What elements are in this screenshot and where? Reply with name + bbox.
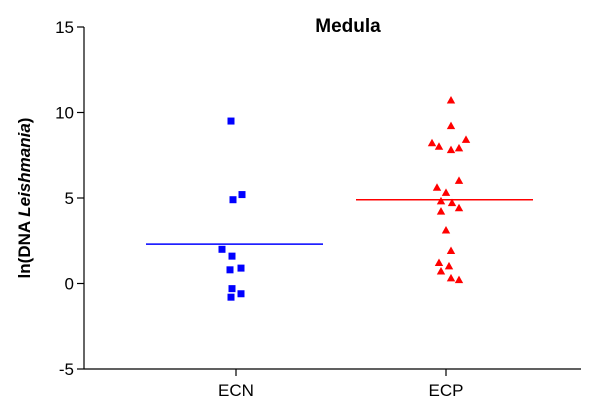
y-axis-label-italic: Leishmania (15, 123, 34, 217)
y-tick-label: 10 (55, 104, 74, 123)
ecp-point (446, 121, 456, 130)
y-tick-label: 15 (55, 18, 74, 37)
mean-lines (146, 198, 533, 245)
ecp-point (444, 261, 454, 270)
y-tick-label: 5 (65, 189, 74, 208)
y-axis-label-prefix: ln(DNA (15, 217, 34, 279)
ecp-point (432, 183, 442, 191)
y-axis-ticks: -5 0 5 10 15 (55, 18, 84, 379)
ecn-point (228, 252, 236, 260)
ecp-point (454, 275, 464, 284)
data-points (218, 96, 471, 301)
ecn-point (238, 191, 246, 199)
ecp-point (436, 267, 446, 275)
y-tick-label: -5 (59, 360, 74, 379)
ecn-point (237, 290, 245, 298)
x-tick-label: ECP (429, 381, 464, 400)
ecn-point (227, 117, 235, 125)
ecn-point (229, 196, 237, 204)
y-tick-label: 0 (65, 275, 74, 294)
ecp-point (436, 196, 446, 205)
y-axis-label-suffix: ) (15, 118, 34, 124)
ecn-point (226, 266, 234, 274)
ecn-point (228, 285, 236, 293)
ecp-point (447, 198, 457, 207)
ecp-point (436, 207, 446, 215)
ecn-point (227, 293, 235, 301)
ecp-point (454, 203, 464, 212)
x-axis-ticks: ECN ECP (218, 369, 463, 400)
ecp-point (454, 143, 464, 152)
ecn-point (237, 264, 245, 272)
ecp-point (454, 176, 464, 184)
x-tick-label: ECN (218, 381, 254, 400)
ecp-point (441, 225, 451, 234)
ecp-point (434, 142, 444, 150)
ecp-point (441, 188, 451, 196)
ecp-point (461, 135, 471, 143)
y-axis-label: ln(DNA Leishmania) (15, 118, 34, 279)
ecp-point (434, 258, 444, 266)
ecn-point (218, 245, 226, 253)
ecp-point (446, 96, 456, 104)
ecp-point (446, 145, 456, 154)
ecp-point (427, 138, 437, 147)
ecp-point (446, 246, 456, 255)
ecp-point (446, 273, 456, 282)
chart-title: Medula (315, 16, 381, 37)
